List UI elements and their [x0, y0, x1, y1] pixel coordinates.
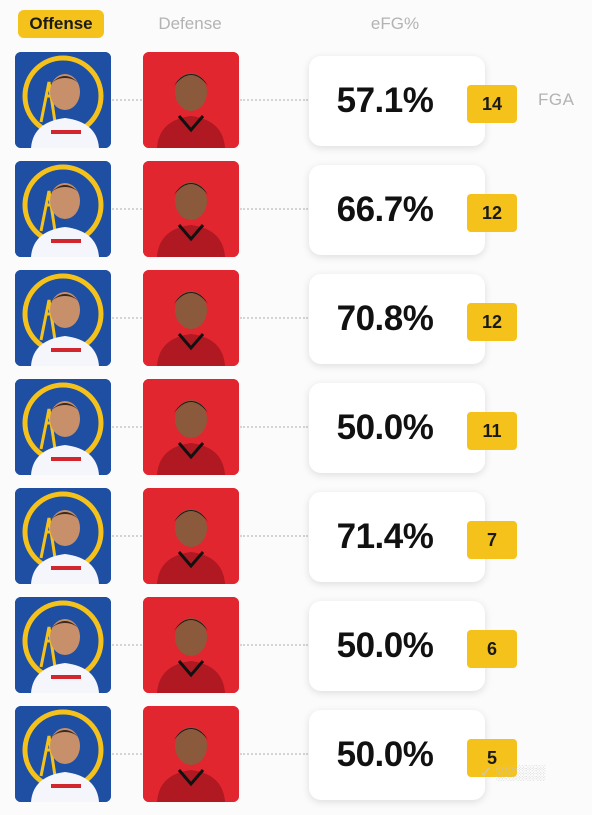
matchup-row[interactable]: 57.1% 14 FGA	[0, 52, 592, 161]
connector-dots	[112, 644, 142, 646]
connector-dots	[112, 99, 142, 101]
fga-badge: 5	[467, 739, 517, 777]
column-tabs: Offense Defense eFG%	[0, 0, 592, 44]
connector-dots	[240, 99, 308, 101]
offense-player-photo-svg	[15, 52, 111, 148]
offense-player-photo-svg	[15, 270, 111, 366]
efg-card: 71.4%	[309, 492, 485, 582]
offense-player-photo-svg	[15, 706, 111, 802]
offense-player-avatar	[15, 161, 111, 257]
connector-dots	[112, 317, 142, 319]
defense-player-photo-svg	[143, 52, 239, 148]
fga-badge: 6	[467, 630, 517, 668]
defense-player-photo-svg	[143, 379, 239, 475]
offense-player-avatar	[15, 379, 111, 475]
connector-dots	[240, 535, 308, 537]
matchup-row[interactable]: 71.4% 7	[0, 488, 592, 597]
efg-value: 57.1%	[336, 81, 434, 120]
efg-value: 70.8%	[336, 299, 434, 338]
efg-card: 50.0%	[309, 383, 485, 473]
connector-dots	[112, 208, 142, 210]
matchup-row[interactable]: 50.0% 6	[0, 597, 592, 706]
fga-badge: 12	[467, 194, 517, 232]
efg-value: 50.0%	[336, 408, 434, 447]
matchup-row[interactable]: 50.0% 5	[0, 706, 592, 815]
defense-player-avatar	[143, 52, 239, 148]
fga-badge: 7	[467, 521, 517, 559]
fga-badge: 14	[467, 85, 517, 123]
matchup-row[interactable]: 50.0% 11	[0, 379, 592, 488]
matchup-row[interactable]: 70.8% 12	[0, 270, 592, 379]
defense-player-avatar	[143, 706, 239, 802]
connector-dots	[112, 535, 142, 537]
defense-player-photo-svg	[143, 706, 239, 802]
efg-value: 66.7%	[336, 190, 434, 229]
defense-player-photo-svg	[143, 161, 239, 257]
offense-player-photo-svg	[15, 379, 111, 475]
efg-value: 50.0%	[336, 735, 434, 774]
defense-player-avatar	[143, 270, 239, 366]
tab-defense[interactable]: Defense	[158, 14, 222, 33]
efg-card: 57.1%	[309, 56, 485, 146]
matchup-list: 57.1% 14 FGA 66.7% 12 70.	[0, 52, 592, 815]
defense-player-avatar	[143, 161, 239, 257]
offense-player-avatar	[15, 488, 111, 584]
efg-value: 50.0%	[336, 626, 434, 665]
offense-player-photo-svg	[15, 488, 111, 584]
connector-dots	[240, 208, 308, 210]
offense-player-avatar	[15, 597, 111, 693]
watermark: ✓ ░░░░░	[480, 764, 546, 780]
connector-dots	[112, 753, 142, 755]
offense-player-avatar	[15, 52, 111, 148]
offense-player-photo-svg	[15, 161, 111, 257]
efg-card: 50.0%	[309, 710, 485, 800]
fga-badge: 12	[467, 303, 517, 341]
offense-player-photo-svg	[15, 597, 111, 693]
tab-efg[interactable]: eFG%	[370, 14, 420, 33]
connector-dots	[112, 426, 142, 428]
defense-player-photo-svg	[143, 270, 239, 366]
efg-card: 50.0%	[309, 601, 485, 691]
defense-player-avatar	[143, 488, 239, 584]
defense-player-photo-svg	[143, 488, 239, 584]
connector-dots	[240, 753, 308, 755]
offense-player-avatar	[15, 270, 111, 366]
defense-player-photo-svg	[143, 597, 239, 693]
efg-value: 71.4%	[336, 517, 434, 556]
defense-player-avatar	[143, 597, 239, 693]
offense-player-avatar	[15, 706, 111, 802]
tab-offense[interactable]: Offense	[18, 10, 104, 38]
efg-card: 66.7%	[309, 165, 485, 255]
connector-dots	[240, 644, 308, 646]
connector-dots	[240, 317, 308, 319]
matchup-row[interactable]: 66.7% 12	[0, 161, 592, 270]
efg-card: 70.8%	[309, 274, 485, 364]
connector-dots	[240, 426, 308, 428]
defense-player-avatar	[143, 379, 239, 475]
fga-badge: 11	[467, 412, 517, 450]
fga-label: FGA	[538, 90, 575, 109]
